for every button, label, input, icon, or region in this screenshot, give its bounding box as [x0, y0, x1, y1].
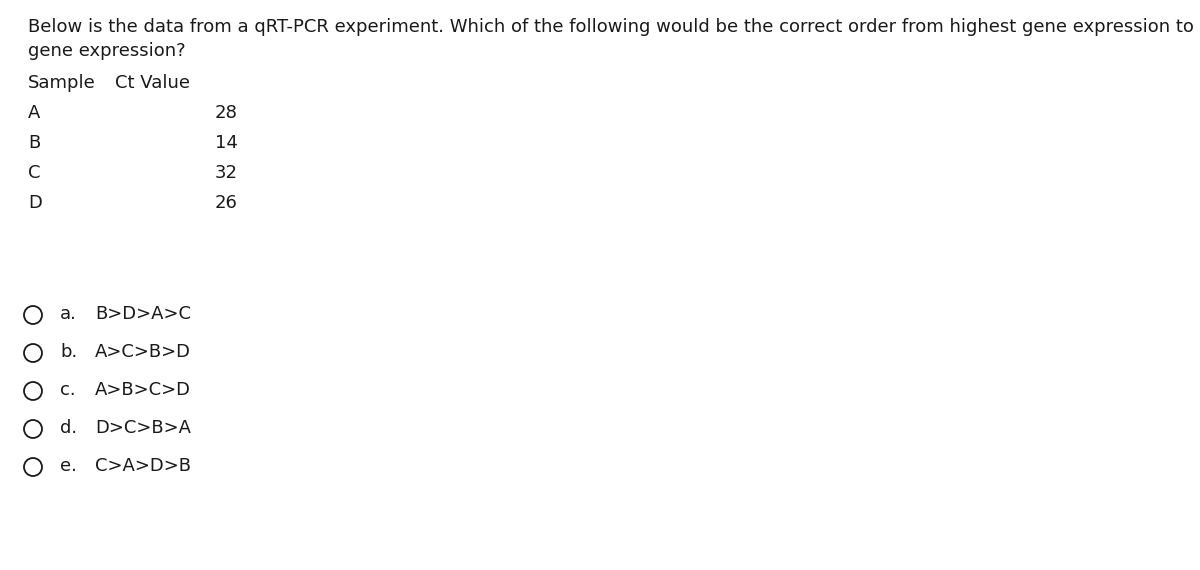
Text: C>A>D>B: C>A>D>B — [95, 457, 191, 475]
Text: Sample: Sample — [28, 74, 96, 92]
Text: gene expression?: gene expression? — [28, 42, 186, 60]
Text: 14: 14 — [215, 134, 238, 152]
Text: A>B>C>D: A>B>C>D — [95, 381, 191, 399]
Text: Ct Value: Ct Value — [115, 74, 190, 92]
Text: D: D — [28, 194, 42, 212]
Text: b.: b. — [60, 343, 77, 361]
Text: d.: d. — [60, 419, 77, 437]
Text: A: A — [28, 104, 41, 122]
Text: B: B — [28, 134, 41, 152]
Text: A>C>B>D: A>C>B>D — [95, 343, 191, 361]
Text: 26: 26 — [215, 194, 238, 212]
Text: a.: a. — [60, 305, 77, 323]
Text: C: C — [28, 164, 41, 182]
Text: 28: 28 — [215, 104, 238, 122]
Text: D>C>B>A: D>C>B>A — [95, 419, 191, 437]
Text: c.: c. — [60, 381, 76, 399]
Text: e.: e. — [60, 457, 77, 475]
Text: Below is the data from a qRT-PCR experiment. Which of the following would be the: Below is the data from a qRT-PCR experim… — [28, 18, 1200, 36]
Text: 32: 32 — [215, 164, 238, 182]
Text: B>D>A>C: B>D>A>C — [95, 305, 191, 323]
